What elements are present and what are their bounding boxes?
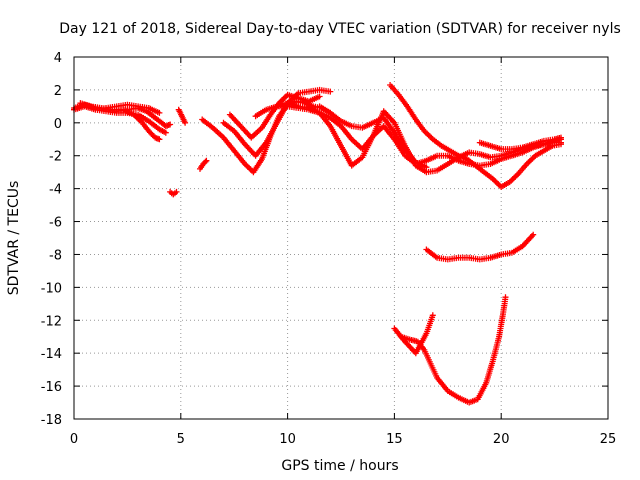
data-point-markers (252, 103, 564, 169)
grid (74, 57, 608, 419)
x-tick-label: 0 (70, 432, 78, 447)
y-tick-label: -14 (41, 347, 62, 362)
series-track-10 (226, 91, 323, 141)
data-point-markers (387, 82, 564, 190)
series-track-18 (397, 294, 509, 406)
x-tick-labels: 0 5 10 15 20 25 (70, 432, 616, 447)
data-point-markers (423, 231, 537, 263)
series-track-13 (316, 103, 430, 171)
data-series (71, 82, 564, 406)
series-track-16 (423, 231, 537, 263)
chart-title: Day 121 of 2018, Sidereal Day-to-day VTE… (59, 21, 621, 37)
series-track-6 (175, 106, 189, 126)
y-tick-label: -4 (49, 183, 62, 198)
series-track-17 (391, 312, 436, 357)
series-track-14 (387, 82, 564, 190)
y-tick-label: 4 (54, 51, 62, 66)
y-tick-label: -16 (41, 380, 62, 395)
x-axis-label: GPS time / hours (281, 458, 398, 474)
data-point-markers (391, 312, 436, 357)
y-tick-label: -6 (49, 216, 62, 231)
y-tick-label: 0 (54, 117, 62, 132)
series-track-7 (197, 157, 210, 172)
data-point-markers (476, 134, 564, 153)
y-tick-label: -12 (41, 314, 62, 329)
y-tick-label: -18 (41, 413, 62, 428)
y-tick-labels: -18 -16 -14 -12 -10 -8 -6 -4 -2 0 2 4 (41, 51, 62, 428)
y-tick-label: -10 (41, 281, 62, 296)
data-point-markers (226, 91, 323, 141)
data-point-markers (397, 294, 509, 406)
data-point-markers (197, 157, 210, 172)
series-track-5 (167, 188, 180, 198)
series-track-15 (476, 134, 564, 153)
y-axis-label: SDTVAR / TECUs (6, 181, 22, 296)
y-tick-label: 2 (54, 84, 62, 99)
data-point-markers (103, 101, 163, 116)
x-tick-label: 15 (386, 432, 403, 447)
y-tick-label: -8 (49, 248, 62, 263)
series-track-4 (103, 101, 163, 116)
x-tick-label: 20 (493, 432, 510, 447)
data-point-markers (175, 106, 189, 126)
y-tick-label: -2 (49, 150, 62, 165)
x-tick-label: 25 (600, 432, 617, 447)
series-track-11 (252, 103, 564, 169)
plot-frame (73, 56, 609, 420)
data-point-markers (167, 188, 180, 198)
x-tick-label: 10 (279, 432, 296, 447)
data-point-markers (316, 103, 430, 171)
x-tick-label: 5 (177, 432, 185, 447)
